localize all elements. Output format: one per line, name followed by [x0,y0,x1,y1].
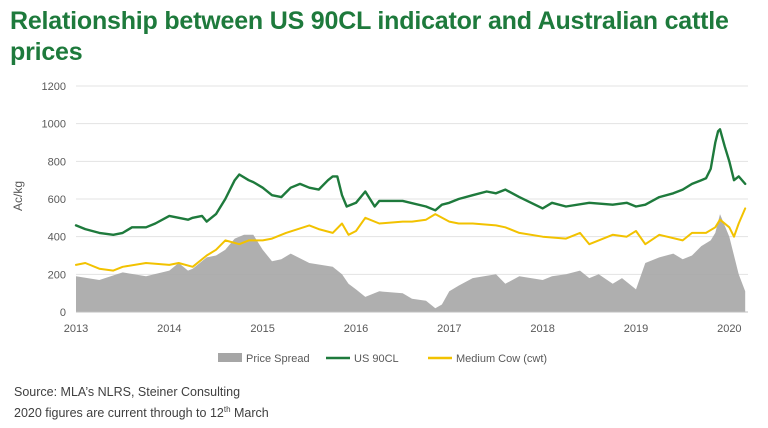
legend-swatch-price-spread [218,353,242,362]
x-tick-2015: 2015 [250,323,274,335]
legend-label-medium-cow-cwt: Medium Cow (cwt) [456,353,547,365]
y-tick-1200: 1200 [42,81,66,93]
y-tick-1000: 1000 [42,119,66,131]
series-area-price-spread [76,214,746,312]
source-line-2-text: 2020 figures are current through to 12 [14,406,224,421]
y-tick-0: 0 [60,307,66,319]
source-line-2-end: March [230,406,269,421]
chart-legend: Price Spread US 90CL Medium Cow (cwt) [218,353,547,365]
x-tick-2020: 2020 [717,323,741,335]
x-tick-labels: 2013 2014 2015 2016 2017 2018 2019 2020 [64,323,742,335]
source-note: Source: MLA’s NLRS, Steiner Consulting 2… [14,384,269,422]
source-line-1: Source: MLA’s NLRS, Steiner Consulting [14,385,241,399]
grid-lines [76,85,748,275]
price-spread-area-layer [76,214,746,312]
series-lines-layer [74,128,747,272]
x-tick-2013: 2013 [64,323,88,335]
x-tick-2018: 2018 [530,323,554,335]
legend-label-us-90cl: US 90CL [354,353,399,365]
x-tick-2016: 2016 [344,323,368,335]
y-tick-800: 800 [48,156,66,168]
series-line-medium-cow-cwt [75,207,747,272]
source-line-2: 2020 figures are current through to 12th… [14,401,269,422]
y-tick-200: 200 [48,269,66,281]
y-axis-label: Ac/kg [11,181,25,211]
source-line-2-sup: th [223,405,231,414]
x-tick-2017: 2017 [437,323,461,335]
x-tick-2014: 2014 [157,323,181,335]
y-tick-600: 600 [48,194,66,206]
legend-label-price-spread: Price Spread [246,353,310,365]
y-tick-400: 400 [48,232,66,244]
series-line-us-90cl [74,128,747,237]
y-tick-labels: 0 200 400 600 800 1000 1200 [42,81,66,319]
x-tick-2019: 2019 [624,323,648,335]
chart-title: Relationship between US 90CL indicator a… [10,7,729,66]
